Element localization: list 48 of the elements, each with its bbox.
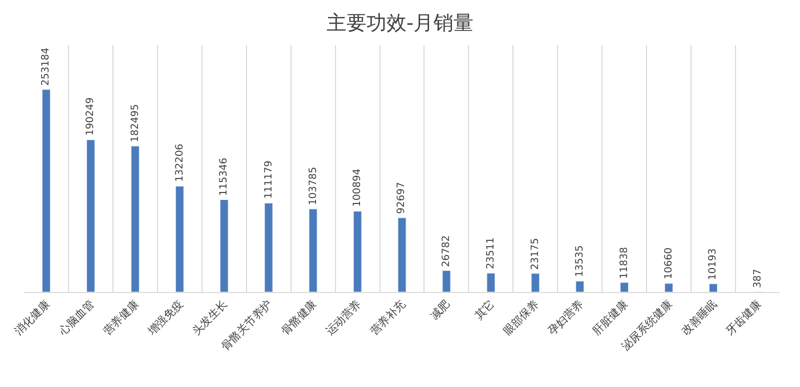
- x-tick-label: 肝脏健康: [590, 298, 630, 338]
- x-tick-label: 营养补充: [368, 298, 408, 338]
- bar: [709, 284, 718, 292]
- bar: [664, 283, 674, 292]
- bar: [86, 140, 95, 292]
- data-label: 23175: [530, 238, 541, 270]
- x-tick-label: 牙齿健康: [723, 298, 764, 338]
- x-tick-label: 增强免疫: [144, 298, 186, 339]
- data-label: 111179: [263, 160, 274, 199]
- x-tick-label: 骨骼健康: [278, 298, 320, 338]
- x-tick-label: 运动营养: [323, 298, 364, 338]
- bar: [353, 211, 362, 292]
- bar: [264, 202, 273, 292]
- data-label: 190249: [84, 97, 96, 136]
- bar: [486, 272, 496, 292]
- data-label: 26782: [440, 235, 452, 268]
- x-tick-label: 消化健康: [12, 298, 52, 338]
- data-label: 132206: [174, 144, 186, 182]
- data-label: 103785: [308, 166, 320, 206]
- bar: [442, 270, 451, 292]
- data-label: 253184: [40, 48, 52, 86]
- data-label: 182495: [130, 104, 142, 142]
- x-tick-label: 孕妇营养: [546, 298, 586, 338]
- bar: [620, 282, 629, 292]
- bar: [42, 89, 50, 292]
- data-label: 10193: [707, 248, 718, 280]
- x-tick-label: 眼部保养: [501, 298, 542, 338]
- chart-title: 主要功效-月销量: [326, 10, 474, 34]
- data-label: 11838: [618, 247, 630, 279]
- bar: [308, 208, 318, 292]
- x-tick-label: 减肥: [428, 298, 452, 322]
- bar: [220, 200, 228, 292]
- data-label: 100894: [352, 168, 364, 207]
- bar: [398, 218, 406, 292]
- x-tick-label: 心脑血管: [56, 298, 97, 339]
- data-label: 10660: [663, 247, 674, 280]
- data-label: 13535: [574, 245, 586, 278]
- x-tick-label: 改善睡眠: [678, 298, 720, 338]
- x-tick-label: 其它: [472, 298, 497, 322]
- bar: [175, 186, 184, 292]
- data-label: 23511: [486, 237, 497, 270]
- bar: [576, 280, 584, 292]
- data-label: 92697: [396, 182, 408, 214]
- bar: [130, 146, 140, 292]
- data-label: 387: [752, 268, 764, 288]
- x-tick-label: 营养健康: [100, 298, 142, 338]
- bar: [531, 273, 540, 292]
- data-label: 115346: [218, 158, 230, 196]
